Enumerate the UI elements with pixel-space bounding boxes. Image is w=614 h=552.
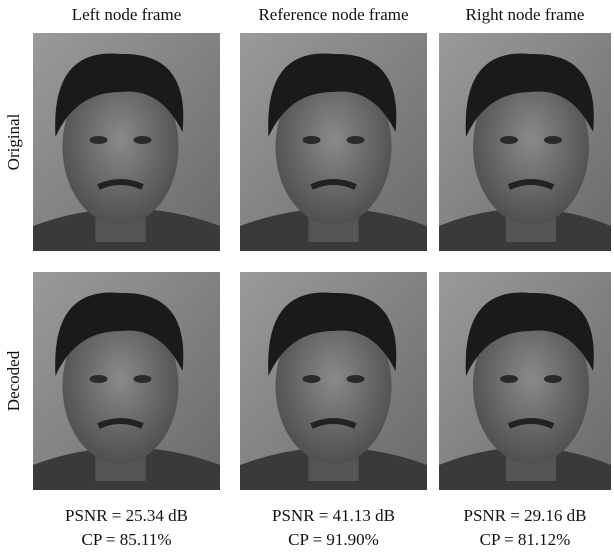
eye [90, 375, 108, 383]
column-title: Reference node frame [258, 5, 408, 24]
cp-caption: CP = 85.11% [81, 530, 171, 549]
eye [134, 136, 152, 144]
psnr-caption: PSNR = 41.13 dB [272, 506, 395, 525]
eye [134, 375, 152, 383]
psnr-caption: PSNR = 25.34 dB [65, 506, 188, 525]
row-label: Decoded [4, 350, 23, 411]
psnr-caption: PSNR = 29.16 dB [464, 506, 587, 525]
eye [544, 136, 562, 144]
eye [500, 136, 518, 144]
column-title: Left node frame [72, 5, 182, 24]
face-image [439, 33, 611, 251]
eye [500, 375, 518, 383]
column-title: Right node frame [466, 5, 585, 24]
eye [544, 375, 562, 383]
face-image [439, 272, 611, 490]
eye [347, 375, 365, 383]
face-image [240, 33, 427, 251]
face-image [33, 33, 220, 251]
row-label: Original [4, 113, 23, 170]
cp-caption: CP = 91.90% [288, 530, 379, 549]
eye [90, 136, 108, 144]
eye [303, 136, 321, 144]
eye [347, 136, 365, 144]
face-image [240, 272, 427, 490]
cp-caption: CP = 81.12% [480, 530, 571, 549]
face-image [33, 272, 220, 490]
figure: Left node frame PSNR = 25.34 dB CP = 85.11… [0, 0, 614, 552]
eye [303, 375, 321, 383]
